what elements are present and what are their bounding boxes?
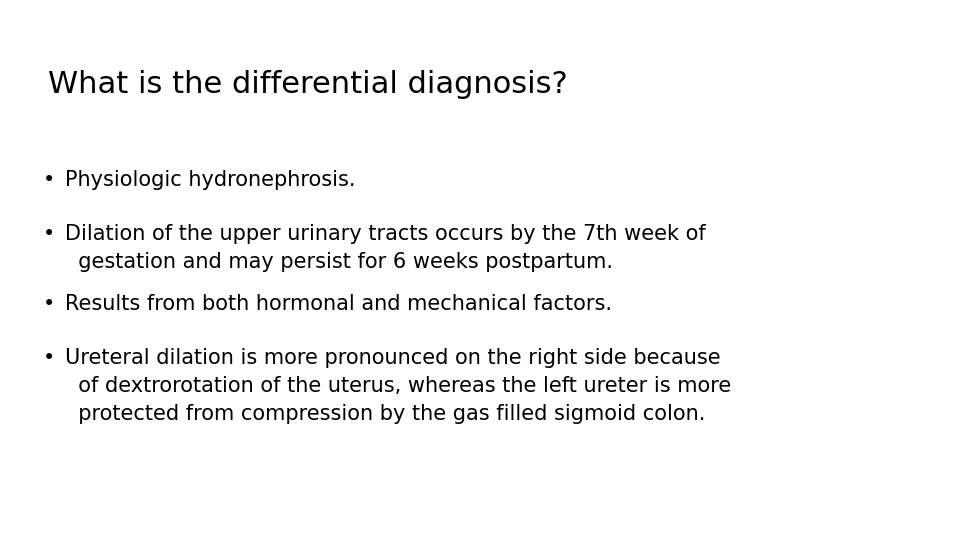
Text: Results from both hormonal and mechanical factors.: Results from both hormonal and mechanica… xyxy=(65,294,612,314)
Text: •: • xyxy=(43,170,56,190)
Text: Ureteral dilation is more pronounced on the right side because
  of dextrorotati: Ureteral dilation is more pronounced on … xyxy=(65,348,732,424)
Text: Physiologic hydronephrosis.: Physiologic hydronephrosis. xyxy=(65,170,356,190)
Text: •: • xyxy=(43,348,56,368)
Text: •: • xyxy=(43,294,56,314)
Text: •: • xyxy=(43,224,56,244)
Text: Dilation of the upper urinary tracts occurs by the 7th week of
  gestation and m: Dilation of the upper urinary tracts occ… xyxy=(65,224,706,272)
Text: What is the differential diagnosis?: What is the differential diagnosis? xyxy=(48,70,567,99)
